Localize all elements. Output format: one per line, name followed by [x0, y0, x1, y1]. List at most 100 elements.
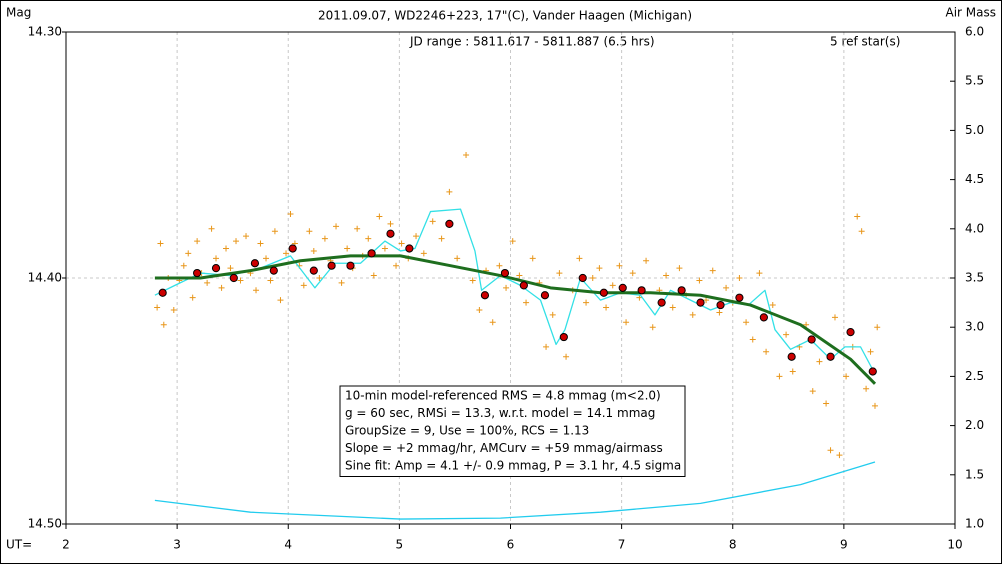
raw-point: [469, 277, 476, 284]
y-axis-label: Mag: [6, 6, 31, 20]
raw-point: [743, 319, 750, 326]
raw-point: [267, 277, 274, 284]
group-point: [367, 249, 376, 258]
group-point: [519, 281, 528, 290]
raw-point: [271, 228, 278, 235]
raw-point: [154, 304, 161, 311]
y2-tick-label: 4.0: [965, 221, 984, 235]
raw-point: [185, 250, 192, 257]
raw-point: [823, 400, 830, 407]
ref-note: 5 ref star(s): [830, 35, 900, 49]
raw-point: [803, 321, 810, 328]
raw-point: [489, 319, 496, 326]
raw-point: [194, 238, 201, 245]
raw-point: [529, 255, 536, 262]
raw-point: [863, 385, 870, 392]
x-tick-label: 8: [729, 538, 737, 552]
raw-point: [277, 297, 284, 304]
raw-point: [429, 218, 436, 225]
group-point: [405, 244, 414, 253]
raw-point: [381, 245, 388, 252]
raw-point: [643, 257, 650, 264]
group-point: [637, 286, 646, 295]
group-point: [578, 273, 587, 283]
group-point: [759, 313, 768, 322]
raw-point: [576, 255, 583, 262]
x-tick-label: 10: [947, 538, 962, 552]
x-tick-label: 5: [396, 538, 404, 552]
x-tick-label: 7: [618, 538, 626, 552]
x-tick-label: 2: [62, 538, 70, 552]
trend-line: [154, 208, 876, 375]
raw-point: [253, 287, 260, 294]
raw-point: [703, 297, 710, 304]
x-tick-label: 6: [507, 538, 515, 552]
annotation: g = 60 sec, RMSi = 13.3, w.r.t. model = …: [345, 406, 655, 420]
raw-point: [858, 228, 865, 235]
raw-point: [843, 373, 850, 380]
raw-point: [603, 304, 610, 311]
group-point: [657, 298, 666, 307]
raw-point: [663, 272, 670, 279]
group-point: [618, 283, 627, 292]
group-point: [480, 291, 490, 300]
raw-point: [563, 353, 570, 360]
raw-point: [669, 304, 676, 311]
raw-point: [354, 225, 361, 232]
raw-point: [454, 255, 461, 262]
annotation: GroupSize = 9, Use = 100%, RCS = 1.13: [345, 424, 589, 438]
raw-point: [387, 220, 394, 227]
raw-point: [227, 265, 234, 272]
raw-point: [583, 299, 590, 306]
raw-point: [208, 225, 215, 232]
raw-point: [596, 265, 603, 272]
raw-point: [763, 348, 770, 355]
group-point: [327, 261, 336, 270]
annotation: Slope = +2 mmag/hr, AMCurv = +59 mmag/ai…: [345, 441, 663, 455]
y-tick-label: 14.30: [28, 25, 62, 39]
group-point: [540, 291, 550, 300]
y-tick-label: 14.50: [28, 517, 62, 531]
raw-point: [257, 240, 264, 247]
raw-point: [709, 267, 716, 274]
raw-point: [237, 277, 244, 284]
y2-tick-label: 1.5: [965, 467, 984, 481]
raw-point: [438, 235, 445, 242]
raw-point: [516, 272, 523, 279]
raw-point: [321, 235, 328, 242]
plot-area: [65, 31, 956, 525]
raw-point: [676, 265, 683, 272]
raw-point: [649, 324, 656, 331]
group-point: [696, 298, 705, 307]
y2-tick-label: 3.5: [965, 271, 984, 285]
raw-point: [783, 331, 790, 338]
y2-tick-label: 1.0: [965, 517, 984, 531]
raw-point: [589, 275, 596, 281]
y2-tick-label: 2.0: [965, 418, 984, 432]
subtitle: JD range : 5811.617 - 5811.887 (6.5 hrs): [409, 35, 655, 49]
chart-title: 2011.09.07, WD2246+223, 17"(C), Vander H…: [318, 9, 692, 23]
raw-point: [629, 270, 636, 277]
y2-tick-label: 3.0: [965, 320, 984, 334]
y2-tick-label: 2.5: [965, 369, 984, 383]
raw-point: [854, 213, 861, 220]
raw-point: [749, 336, 756, 343]
group-point: [229, 273, 238, 283]
raw-point: [344, 245, 351, 252]
group-point: [716, 300, 725, 310]
group-point: [807, 335, 816, 344]
group-point: [826, 352, 835, 361]
group-point: [445, 219, 454, 228]
raw-point: [263, 255, 270, 262]
group-point: [386, 229, 395, 238]
raw-point: [736, 275, 743, 281]
group-point: [559, 332, 568, 342]
raw-point: [789, 368, 796, 375]
annotation-box: [339, 385, 686, 477]
group-point: [158, 288, 167, 297]
x-axis-label: UT=: [6, 538, 32, 552]
raw-point: [769, 302, 776, 309]
y2-axis-label: Air Mass: [945, 6, 996, 20]
raw-point: [556, 270, 563, 277]
